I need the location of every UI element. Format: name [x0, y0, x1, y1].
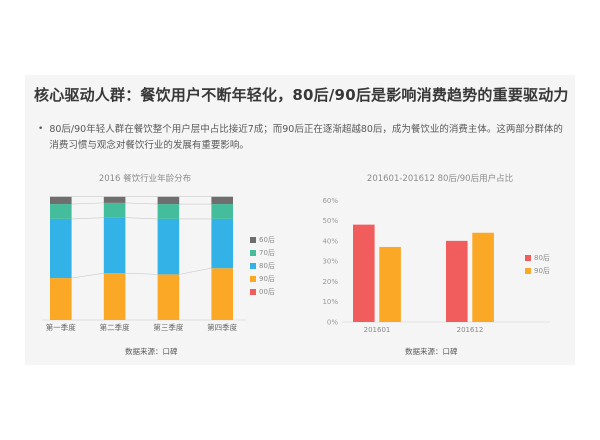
legend-label: 80后 — [534, 253, 550, 262]
stack-segment-70后 — [50, 204, 72, 219]
x-tick-label: 201601 — [364, 326, 391, 334]
series-connector-line — [71, 272, 104, 279]
legend-swatch-icon — [250, 288, 256, 295]
stack-segment-60后 — [103, 196, 126, 203]
left-chart-legend: 60后 70后 80后 90后 00后 — [250, 233, 275, 298]
stack-segment-70后 — [157, 204, 180, 219]
series-connector-line — [125, 202, 158, 205]
slide-title: 核心驱动人群：餐饮用户不断年轻化，80后/90后是影响消费趋势的重要驱动力 — [34, 86, 569, 104]
legend-swatch-icon — [525, 267, 531, 274]
left-chart-source: 数据来源：口碑 — [125, 347, 178, 356]
stack-segment-80后 — [211, 218, 233, 269]
stack-segment-90后 — [50, 278, 72, 320]
stack-segment-80后 — [50, 218, 72, 279]
right-chart-title: 201601-201612 80后/90后用户占比 — [366, 174, 514, 184]
stack-segment-60后 — [157, 196, 180, 205]
series-connector-line — [179, 267, 212, 275]
series-connector-line — [71, 217, 104, 220]
legend-item-90后: 90后 — [525, 264, 550, 277]
x-tick-label: 第四季度 — [207, 322, 237, 332]
bar-80后-201612 — [446, 240, 468, 322]
stacked-bar-chart: 第一季度 第二季度 第三季度 第四季度 — [42, 196, 246, 332]
x-tick-label: 201612 — [457, 326, 484, 334]
stack-segment-60后 — [50, 196, 72, 205]
bar-80后-201601 — [353, 224, 375, 322]
legend-label: 70后 — [259, 248, 275, 257]
stack-segment-80后 — [157, 218, 180, 275]
y-tick-label: 30% — [322, 258, 338, 266]
series-connector-line — [71, 202, 104, 205]
legend-swatch-icon — [250, 236, 256, 243]
left-chart-title: 2016 餐饮行业年龄分布 — [98, 174, 192, 184]
legend-label: 80后 — [259, 261, 275, 270]
legend-item-90后: 90后 — [250, 272, 275, 285]
y-tick-label: 10% — [322, 298, 338, 306]
legend-item-00后: 00后 — [250, 285, 275, 298]
stack-segment-90后 — [157, 274, 180, 320]
stack-segment-70后 — [103, 202, 126, 218]
x-tick-label: 第三季度 — [153, 322, 183, 332]
bar-90后-201612 — [472, 232, 494, 322]
slide-card: 核心驱动人群：餐饮用户不断年轻化，80后/90后是影响消费趋势的重要驱动力 • … — [25, 75, 575, 365]
y-tick-label: 40% — [322, 237, 338, 245]
bullet-icon: • — [38, 124, 44, 134]
x-tick-label: 第二季度 — [100, 322, 130, 332]
legend-label: 90后 — [534, 266, 550, 275]
legend-item-60后: 60后 — [250, 233, 275, 246]
bullet-text: 80后/90年轻人群在餐饮整个用户层中占比接近7成；而90后正在逐渐超越80后，… — [49, 124, 563, 151]
legend-swatch-icon — [250, 262, 256, 269]
y-tick-label: 50% — [322, 217, 338, 225]
legend-item-80后: 80后 — [250, 259, 275, 272]
legend-swatch-icon — [250, 275, 256, 282]
y-tick-label: 20% — [322, 278, 338, 286]
right-chart-legend: 80后 90后 — [525, 251, 550, 277]
legend-label: 00后 — [259, 287, 275, 296]
bar-90后-201601 — [379, 246, 401, 322]
y-tick-label: 60% — [322, 197, 338, 205]
series-connector-line — [125, 217, 158, 220]
legend-label: 90后 — [259, 274, 275, 283]
stack-segment-90后 — [211, 268, 233, 320]
series-connector-line — [125, 272, 158, 275]
legend-swatch-icon — [250, 249, 256, 256]
legend-item-70后: 70后 — [250, 246, 275, 259]
bullet-point: • 80后/90年轻人群在餐饮整个用户层中占比接近7成；而90后正在逐渐超越80… — [38, 122, 566, 153]
stack-segment-90后 — [103, 273, 126, 320]
y-tick-label: 0% — [327, 319, 338, 327]
legend-label: 60后 — [259, 235, 275, 244]
legend-swatch-icon — [525, 254, 531, 261]
grouped-bar-chart: 0% 10% 20% 30% 40% 50% 60% 201601 201612 — [322, 197, 550, 334]
right-chart-source: 数据来源：口碑 — [405, 347, 458, 356]
legend-item-80后: 80后 — [525, 251, 550, 264]
stack-segment-80后 — [103, 217, 126, 274]
x-tick-label: 第一季度 — [46, 322, 76, 332]
stack-segment-60后 — [211, 196, 233, 205]
stack-segment-70后 — [211, 204, 233, 219]
